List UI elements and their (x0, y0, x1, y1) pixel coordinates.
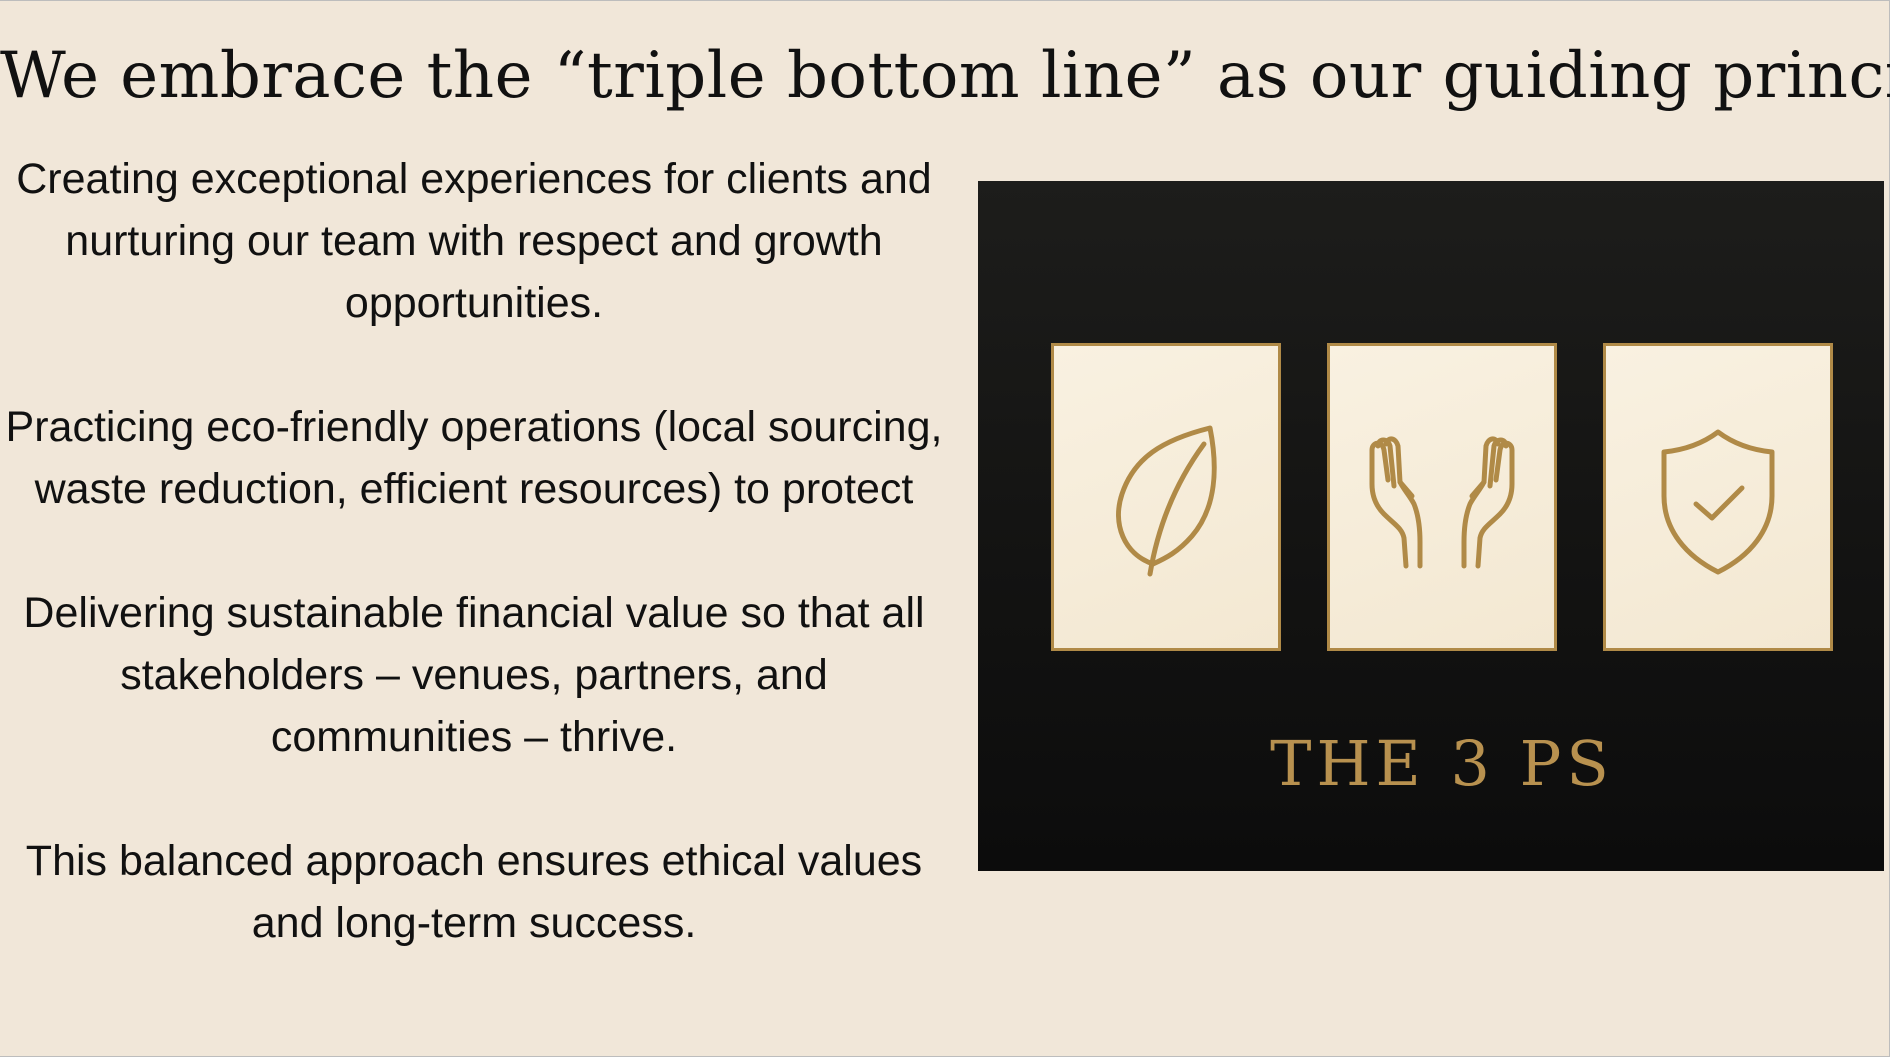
paragraph-summary: This balanced approach ensures ethical v… (25, 837, 923, 947)
slide-title: We embrace the “triple bottom line” as o… (0, 39, 1890, 113)
shield-check-icon (1661, 429, 1775, 575)
leaf-card (1051, 343, 1281, 651)
three-ps-image: THE 3 PS (978, 181, 1884, 871)
body-text: Creating exceptional experiences for cli… (4, 148, 944, 1016)
shield-card (1603, 343, 1833, 651)
slide-border-top (0, 0, 1890, 1)
paragraph-people: Creating exceptional experiences for cli… (16, 155, 932, 327)
image-caption: THE 3 PS (1270, 727, 1614, 800)
paragraph-planet: Practicing eco-friendly operations (loca… (5, 403, 943, 513)
hands-card (1327, 343, 1557, 651)
open-hands-icon (1369, 436, 1515, 569)
paragraph-profit: Delivering sustainable financial value s… (23, 589, 925, 761)
leaf-icon (1116, 425, 1217, 577)
